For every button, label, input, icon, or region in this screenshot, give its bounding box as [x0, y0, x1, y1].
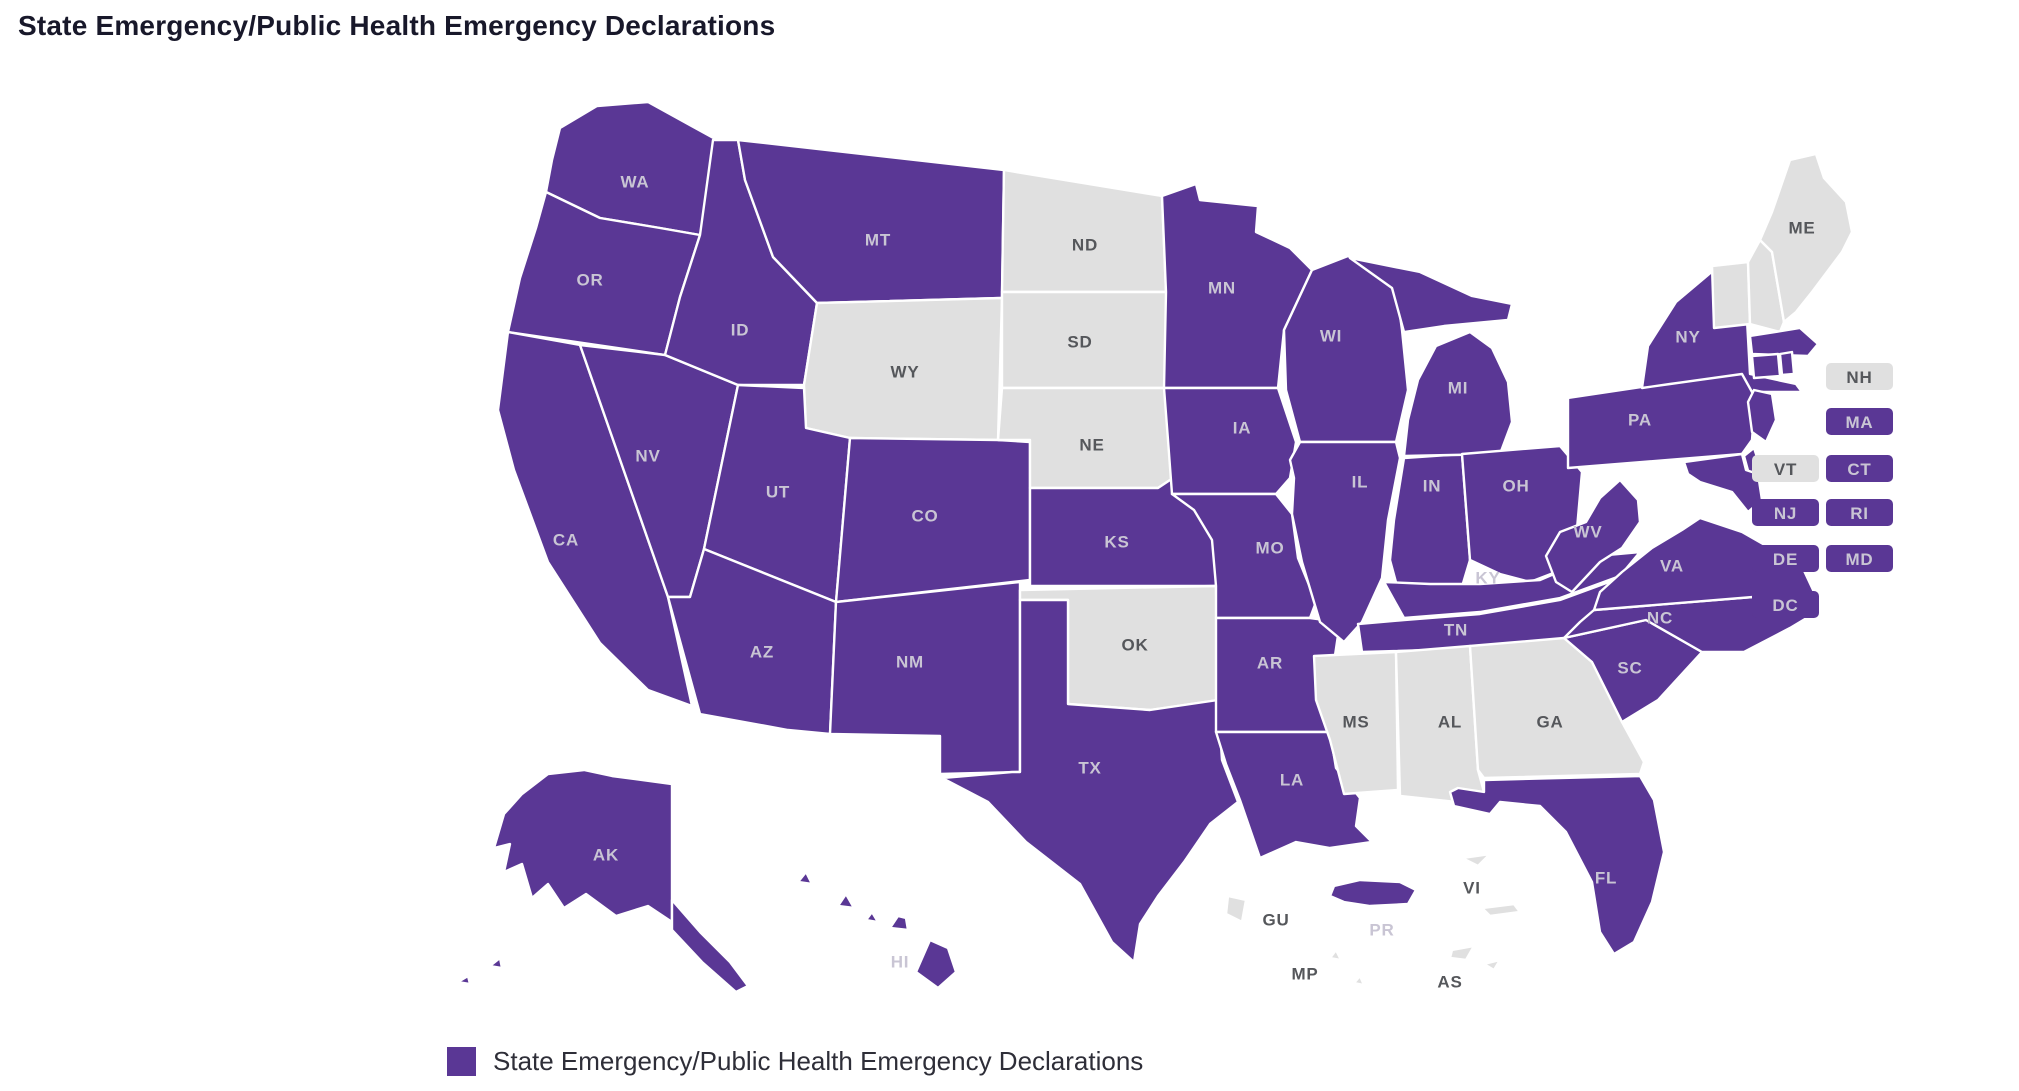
state-label-vi: VI [1463, 879, 1481, 898]
state-label-as: AS [1437, 973, 1462, 992]
badge-ri[interactable]: RI [1826, 499, 1893, 526]
state-nd[interactable] [1000, 168, 1168, 294]
legend: State Emergency/Public Health Emergency … [447, 1046, 1143, 1077]
badge-ma[interactable]: MA [1826, 408, 1893, 435]
state-nj[interactable] [1746, 388, 1778, 444]
state-fl[interactable] [1448, 774, 1666, 956]
state-gu[interactable] [1224, 894, 1248, 924]
badge-vt[interactable]: VT [1752, 455, 1819, 482]
badge-de[interactable]: DE [1752, 545, 1819, 572]
state-mp[interactable] [1328, 948, 1366, 987]
state-pa[interactable] [1566, 370, 1758, 470]
state-mi[interactable] [1348, 256, 1514, 458]
page-title: State Emergency/Public Health Emergency … [18, 10, 776, 41]
state-hi[interactable] [796, 870, 958, 990]
badge-nh[interactable]: NH [1826, 363, 1893, 390]
state-label-gu: GU [1262, 911, 1289, 930]
legend-label: State Emergency/Public Health Emergency … [493, 1046, 1144, 1076]
state-sd[interactable] [1000, 290, 1174, 390]
state-ct[interactable] [1750, 352, 1782, 380]
states-layer [456, 100, 1854, 994]
badge-ct[interactable]: CT [1826, 455, 1893, 482]
state-wy[interactable] [802, 296, 1004, 442]
state-ri[interactable] [1778, 350, 1796, 377]
badge-md[interactable]: MD [1826, 545, 1893, 572]
state-mn[interactable] [1160, 182, 1314, 390]
state-wv[interactable] [1544, 478, 1642, 594]
badge-nj[interactable]: NJ [1752, 499, 1819, 526]
legend-swatch-declared [447, 1047, 476, 1076]
state-me[interactable] [1758, 152, 1854, 324]
state-label-mp: MP [1291, 965, 1318, 984]
state-pr[interactable] [1328, 878, 1418, 908]
state-nm[interactable] [828, 580, 1022, 776]
state-il[interactable] [1288, 440, 1402, 644]
state-label-pr: PR [1369, 921, 1394, 940]
state-vt[interactable] [1710, 260, 1752, 330]
state-ma[interactable] [1748, 326, 1820, 358]
state-ny[interactable] [1640, 264, 1804, 394]
state-ia[interactable] [1162, 386, 1298, 496]
state-as[interactable] [1448, 944, 1502, 972]
badge-dc[interactable]: DC [1752, 591, 1819, 618]
state-tx[interactable] [940, 598, 1240, 964]
state-vi[interactable] [1460, 852, 1522, 918]
state-label-hi: HI [891, 953, 910, 972]
state-co[interactable] [834, 436, 1032, 604]
state-ak[interactable] [456, 768, 750, 994]
